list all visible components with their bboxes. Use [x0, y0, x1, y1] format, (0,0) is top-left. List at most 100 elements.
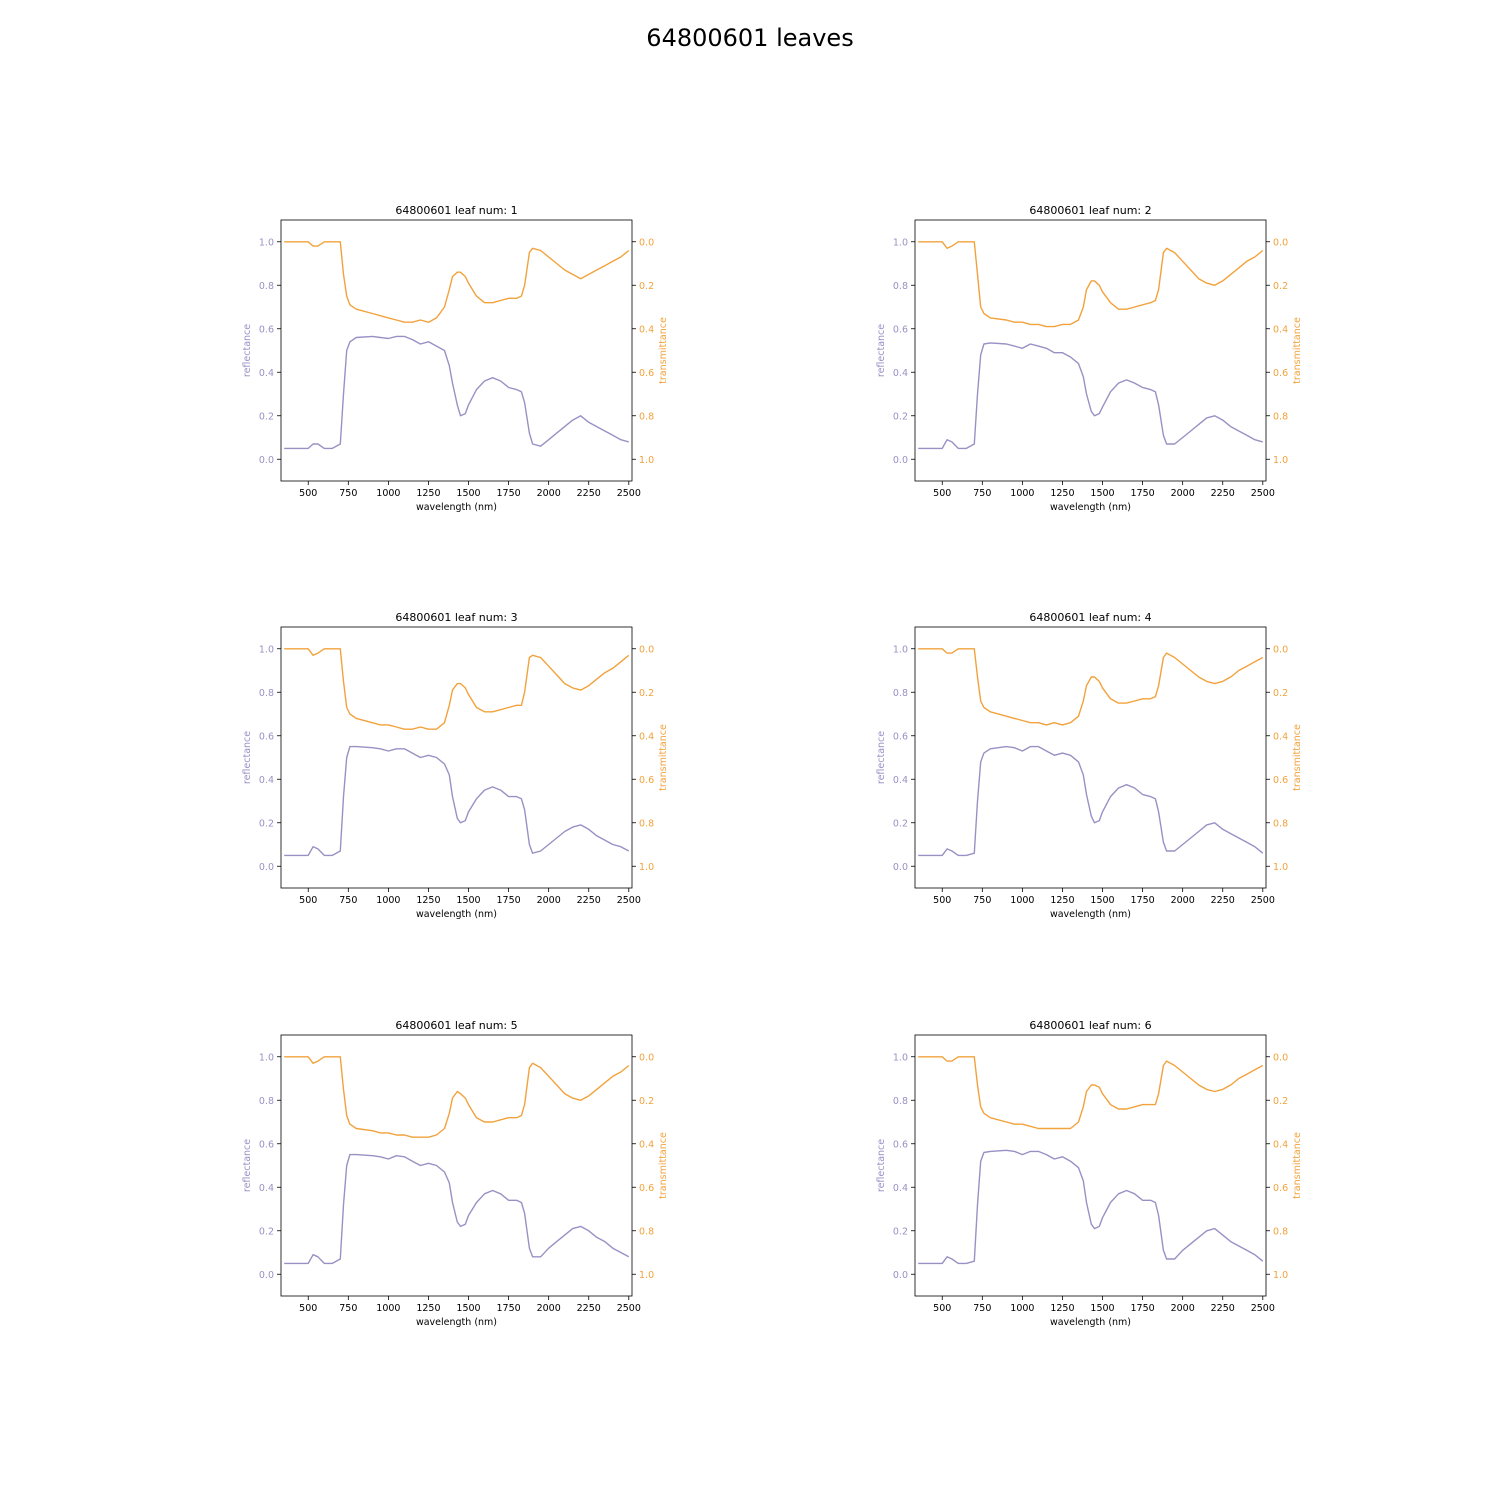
- chart-title: 64800601 leaf num: 6: [1029, 1019, 1151, 1032]
- y-left-tick-label: 0.4: [259, 1183, 274, 1194]
- chart-panel-1: 64800601 leaf num: 1 500 750 1000 1250 1500 17…: [242, 204, 669, 513]
- x-tick-label: 1500: [1090, 1303, 1114, 1314]
- y-right-tick-label: 0.8: [639, 1226, 654, 1237]
- y-right-axis-label: transmittance: [658, 1132, 669, 1199]
- x-tick-label: 1750: [496, 895, 520, 906]
- y-right-tick-label: 0.4: [1273, 324, 1288, 335]
- y-right-tick-label: 0.0: [1273, 1052, 1288, 1063]
- y-left-tick-label: 0.2: [259, 818, 274, 829]
- y-left-tick-label: 0.6: [259, 324, 274, 335]
- x-axis-label: wavelength (nm): [1050, 909, 1131, 920]
- chart-panel-3: 64800601 leaf num: 3 500 750 1000 1250 1500 17…: [242, 611, 669, 920]
- figure-title: 64800601 leaves: [646, 24, 854, 52]
- x-tick-label: 2250: [577, 895, 601, 906]
- x-tick-label: 1250: [416, 1303, 440, 1314]
- x-axis-label: wavelength (nm): [1050, 1317, 1131, 1328]
- x-tick-label: 750: [339, 895, 357, 906]
- x-tick-label: 1750: [496, 1303, 520, 1314]
- reflectance-line: [284, 745, 630, 857]
- y-right-tick-label: 0.2: [639, 688, 654, 699]
- y-right-tick-label: 0.2: [1273, 1096, 1288, 1107]
- x-tick-label: 500: [933, 895, 951, 906]
- x-tick-label: 2500: [617, 895, 641, 906]
- y-left-tick-label: 0.8: [259, 281, 274, 292]
- transmittance-line: [918, 1056, 1264, 1130]
- y-left-tick-label: 0.0: [893, 455, 908, 466]
- x-tick-label: 2250: [577, 1303, 601, 1314]
- y-right-tick-label: 0.6: [1273, 1183, 1288, 1194]
- y-right-tick-label: 0.0: [1273, 644, 1288, 655]
- y-left-tick-label: 0.0: [893, 862, 908, 873]
- x-tick-label: 2250: [1211, 1303, 1235, 1314]
- y-left-tick-label: 0.2: [259, 1226, 274, 1237]
- y-right-tick-label: 0.4: [639, 731, 654, 742]
- x-tick-label: 1000: [1010, 488, 1034, 499]
- y-left-tick-label: 0.0: [259, 862, 274, 873]
- x-tick-label: 2000: [1171, 488, 1195, 499]
- plot-frame: [280, 626, 633, 889]
- y-left-tick-label: 0.4: [893, 775, 908, 786]
- y-left-tick-label: 0.6: [259, 1139, 274, 1150]
- x-tick-label: 1750: [496, 488, 520, 499]
- y-right-axis-label: transmittance: [1292, 1132, 1303, 1199]
- chart-panel-5: 64800601 leaf num: 5 500 750 1000 1250 1500 17…: [242, 1019, 669, 1328]
- transmittance-line: [284, 1056, 630, 1138]
- y-left-tick-label: 0.2: [893, 1226, 908, 1237]
- x-tick-label: 2000: [1171, 1303, 1195, 1314]
- x-tick-label: 1750: [1130, 1303, 1154, 1314]
- y-left-axis-label: reflectance: [876, 731, 887, 784]
- y-right-tick-label: 0.2: [639, 1096, 654, 1107]
- x-tick-label: 1000: [1010, 1303, 1034, 1314]
- y-right-axis-label: transmittance: [658, 724, 669, 791]
- y-right-tick-label: 0.8: [1273, 1226, 1288, 1237]
- x-tick-label: 1250: [1050, 895, 1074, 906]
- y-left-tick-label: 1.0: [893, 644, 908, 655]
- y-right-tick-label: 0.6: [639, 368, 654, 379]
- x-tick-label: 1250: [1050, 488, 1074, 499]
- x-axis-label: wavelength (nm): [416, 909, 497, 920]
- reflectance-line: [284, 335, 629, 450]
- y-left-tick-label: 0.6: [893, 1139, 908, 1150]
- y-right-tick-label: 1.0: [639, 455, 654, 466]
- y-left-axis-label: reflectance: [242, 731, 253, 784]
- reflectance-line: [918, 342, 1263, 450]
- chart-title: 64800601 leaf num: 1: [395, 204, 517, 217]
- transmittance-line: [284, 648, 630, 730]
- y-left-tick-label: 1.0: [259, 237, 274, 248]
- x-tick-label: 1000: [1010, 895, 1034, 906]
- x-tick-label: 1500: [456, 488, 480, 499]
- y-right-tick-label: 0.8: [639, 818, 654, 829]
- y-left-tick-label: 0.4: [893, 1183, 908, 1194]
- x-tick-label: 750: [339, 488, 357, 499]
- x-tick-label: 1500: [456, 895, 480, 906]
- y-right-tick-label: 0.0: [639, 644, 654, 655]
- x-tick-label: 2000: [537, 895, 561, 906]
- x-tick-label: 2000: [537, 488, 561, 499]
- plot-frame: [914, 1034, 1267, 1297]
- y-right-tick-label: 1.0: [1273, 455, 1288, 466]
- x-tick-label: 750: [339, 1303, 357, 1314]
- x-tick-label: 1000: [376, 1303, 400, 1314]
- x-tick-label: 1750: [1130, 488, 1154, 499]
- reflectance-line: [918, 745, 1264, 857]
- x-tick-label: 2500: [1251, 895, 1275, 906]
- chart-title: 64800601 leaf num: 5: [395, 1019, 517, 1032]
- y-right-tick-label: 1.0: [639, 862, 654, 873]
- x-tick-label: 2250: [1211, 895, 1235, 906]
- y-right-axis-label: transmittance: [1292, 724, 1303, 791]
- y-right-tick-label: 1.0: [1273, 1270, 1288, 1281]
- x-tick-label: 1750: [1130, 895, 1154, 906]
- y-right-tick-label: 0.6: [639, 1183, 654, 1194]
- y-left-tick-label: 0.8: [893, 281, 908, 292]
- x-tick-label: 2500: [1251, 488, 1275, 499]
- x-axis-label: wavelength (nm): [416, 502, 497, 513]
- y-left-tick-label: 1.0: [259, 1052, 274, 1063]
- y-left-tick-label: 0.8: [259, 688, 274, 699]
- y-right-tick-label: 0.6: [639, 775, 654, 786]
- y-right-tick-label: 0.4: [1273, 731, 1288, 742]
- y-left-tick-label: 0.6: [893, 324, 908, 335]
- x-tick-label: 500: [299, 895, 317, 906]
- transmittance-line: [284, 241, 630, 323]
- y-left-tick-label: 0.4: [259, 368, 274, 379]
